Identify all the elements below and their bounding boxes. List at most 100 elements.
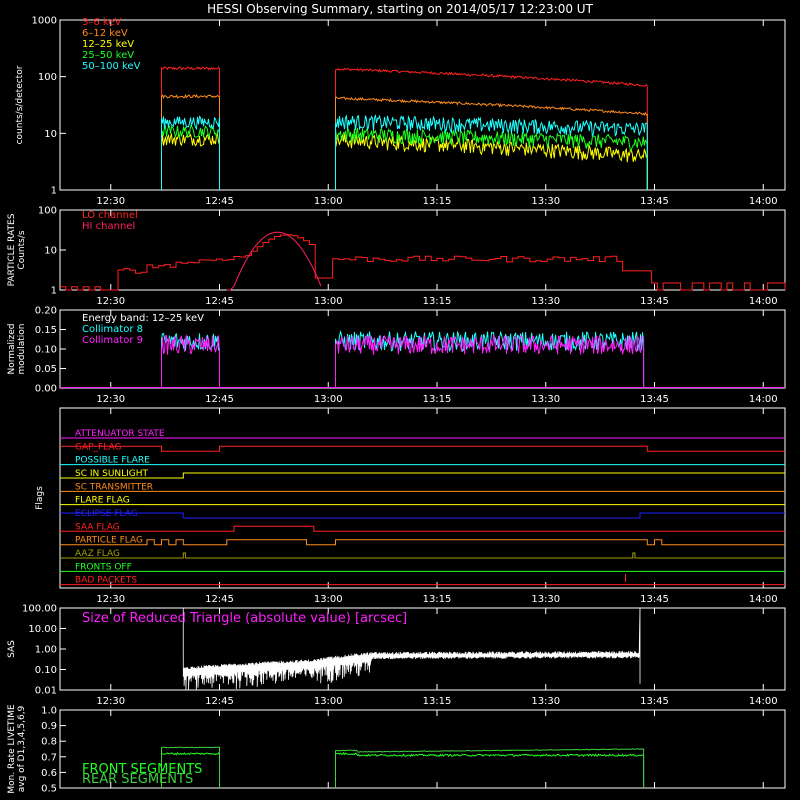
flag-line — [60, 472, 785, 479]
sas-annotation: Size of Reduced Triangle (absolute value… — [82, 611, 407, 626]
time-tick-label: 12:30 — [96, 394, 125, 405]
modulation-line — [335, 334, 645, 389]
flag-line — [60, 445, 785, 452]
y-tick-label: 0.7 — [41, 752, 57, 763]
time-tick-label: 13:15 — [423, 296, 452, 307]
panel-frame-2 — [59, 209, 786, 291]
time-tick-label: 13:15 — [423, 394, 452, 405]
legend-entry: REAR SEGMENTS — [82, 772, 193, 787]
y-axis-label: Normalized — [7, 323, 17, 374]
y-axis-label: Flags — [35, 486, 45, 510]
y-tick-label: 0.10 — [35, 665, 57, 676]
flag-label: SC IN SUNLIGHT — [75, 469, 149, 479]
time-tick-label: 13:00 — [314, 594, 343, 605]
time-tick-label: 13:45 — [640, 594, 669, 605]
panel-frame-6 — [59, 709, 786, 789]
time-tick-label: 14:00 — [749, 696, 778, 707]
livetime-line — [161, 746, 220, 788]
time-tick-label: 13:30 — [531, 296, 560, 307]
y-tick-label: 1000 — [32, 16, 57, 27]
sas-ylabel: SAS — [7, 640, 17, 658]
time-tick-label: 13:30 — [531, 594, 560, 605]
time-tick-label: 13:15 — [423, 594, 452, 605]
time-tick-label: 13:30 — [531, 196, 560, 207]
time-tick-label: 13:45 — [640, 394, 669, 405]
sas-line — [182, 607, 641, 691]
y-axis-label-2: modulation — [17, 324, 27, 375]
lo-channel-line — [60, 234, 786, 291]
time-tick-label: 12:45 — [205, 696, 234, 707]
time-tick-label: 13:00 — [314, 196, 343, 207]
flags-ylabel: Flags — [35, 486, 45, 510]
legend-entry: 6–12 keV — [82, 28, 128, 39]
series-line-seg1 — [161, 115, 220, 190]
y-tick-label: 0.20 — [35, 306, 57, 317]
time-tick-label: 13:30 — [531, 394, 560, 405]
flag-line — [60, 552, 785, 559]
y-tick-label: 0.00 — [35, 384, 57, 395]
legend-entry: LO channel — [82, 210, 138, 221]
time-tick-label: 14:00 — [749, 394, 778, 405]
particle-ylabel: PARTICLE RATES Counts/s — [7, 213, 27, 286]
legend-entry: FRONT SEGMENTS — [82, 762, 202, 777]
livetime-line — [161, 751, 220, 788]
time-tick-label: 12:45 — [205, 196, 234, 207]
legend-entry: 12–25 keV — [82, 39, 134, 50]
time-tick-label: 13:00 — [314, 296, 343, 307]
time-tick-label: 13:15 — [423, 196, 452, 207]
flag-label: ECLIPSE FLAG — [75, 509, 138, 519]
time-tick-label: 12:30 — [96, 594, 125, 605]
series-line-seg2 — [335, 133, 648, 191]
y-axis-label-2: avg of D1,3,4,5,6,9 — [17, 705, 27, 792]
y-tick-label: 10.00 — [28, 624, 57, 635]
flag-label: PARTICLE FLAG — [75, 536, 143, 546]
chart-title: HESSI Observing Summary, starting on 201… — [207, 2, 593, 16]
series-line-seg1 — [161, 124, 220, 190]
panel-frame-4 — [59, 407, 786, 589]
series-line-seg2 — [335, 113, 648, 191]
y-tick-label: 100 — [38, 72, 57, 83]
y-tick-label: 0.10 — [35, 345, 57, 356]
panel-frame-1 — [59, 19, 786, 191]
y-tick-label: 1.00 — [35, 645, 57, 656]
time-tick-label: 13:45 — [640, 296, 669, 307]
flag-line — [60, 539, 785, 546]
livetime-ylabel: Mon. Rate LIVETIME avg of D1,3,4,5,6,9 — [7, 704, 27, 794]
flag-line — [60, 512, 785, 519]
flag-label: FRONTS OFF — [75, 562, 132, 572]
y-tick-label: 0.8 — [41, 737, 57, 748]
time-tick-label: 13:45 — [640, 696, 669, 707]
legend-entry: Collimator 8 — [82, 324, 143, 335]
legend-entry: HI channel — [82, 221, 135, 232]
flag-label: FLARE FLAG — [75, 496, 130, 506]
flag-line — [60, 525, 785, 532]
legend-entry: Collimator 9 — [82, 335, 143, 346]
series-line-seg2 — [335, 96, 648, 191]
flag-label: SC TRANSMITTER — [75, 482, 153, 492]
y-axis-label-2: Counts/s — [17, 230, 27, 269]
y-tick-label: 0.9 — [41, 721, 57, 732]
modulation-line — [335, 330, 645, 389]
y-tick-label: 0.5 — [41, 784, 57, 795]
livetime-line — [335, 751, 645, 789]
y-tick-label: 0.15 — [35, 325, 57, 336]
y-axis-label: counts/s/detector — [15, 65, 25, 144]
flag-label: SAA FLAG — [75, 522, 120, 532]
y-tick-label: 0.6 — [41, 768, 57, 779]
time-tick-label: 14:00 — [749, 196, 778, 207]
y-tick-label: 1.0 — [41, 706, 57, 717]
series-line-seg1 — [161, 93, 220, 190]
y-axis-label: SAS — [7, 640, 17, 658]
time-tick-label: 13:45 — [640, 196, 669, 207]
livetime-line — [335, 748, 645, 789]
time-tick-label: 13:00 — [314, 696, 343, 707]
legend-entry: 50–100 keV — [82, 61, 141, 72]
time-tick-label: 12:30 — [96, 196, 125, 207]
counts-ylabel: counts/s/detector — [15, 65, 25, 144]
flag-label: GAP_FLAG — [75, 442, 121, 452]
time-tick-label: 13:15 — [423, 696, 452, 707]
y-tick-label: 10 — [44, 246, 57, 257]
time-tick-label: 13:00 — [314, 394, 343, 405]
y-tick-label: 0.01 — [35, 686, 57, 697]
